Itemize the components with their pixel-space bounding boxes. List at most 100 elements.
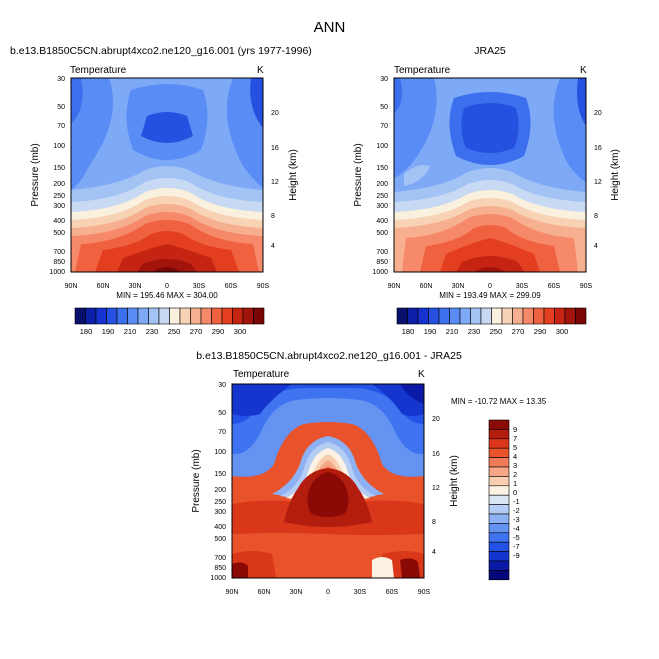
ytick-label: 50 bbox=[380, 104, 388, 111]
contour-band bbox=[117, 244, 217, 272]
ytick-label: 30 bbox=[57, 76, 65, 83]
y2tick-label: 8 bbox=[432, 519, 436, 526]
colorbar-swatch bbox=[407, 307, 419, 325]
panel-model: b.e13.B1850C5CN.abrupt4xco2.ne120_g16.00… bbox=[10, 45, 312, 336]
y2tick-label: 12 bbox=[432, 485, 440, 492]
contour-band bbox=[232, 562, 248, 578]
colorbar-label: 190 bbox=[424, 327, 437, 336]
colorbar-label: 270 bbox=[512, 327, 525, 336]
figure-title: ANN bbox=[314, 19, 346, 36]
y2tick-label: 4 bbox=[594, 243, 598, 250]
colorbar-swatch bbox=[488, 523, 510, 534]
colorbar-swatch bbox=[253, 307, 265, 325]
panel-obs-stats: MIN = 193.49 MAX = 299.09 bbox=[439, 291, 541, 300]
colorbar-label: 300 bbox=[234, 327, 247, 336]
panel-diff-y2label: Height (km) bbox=[449, 455, 460, 507]
colorbar-swatch bbox=[488, 541, 510, 552]
colorbar-label: 5 bbox=[513, 443, 517, 452]
ytick-label: 850 bbox=[376, 259, 388, 266]
panel-diff-stats: MIN = -10.72 MAX = 13.35 bbox=[451, 397, 547, 406]
xtick-label: 30N bbox=[290, 589, 303, 596]
ytick-label: 150 bbox=[376, 165, 388, 172]
colorbar-swatch bbox=[488, 504, 510, 515]
ytick-label: 500 bbox=[53, 230, 65, 237]
contour-band bbox=[250, 78, 263, 128]
panel-model-subtitle: b.e13.B1850C5CN.abrupt4xco2.ne120_g16.00… bbox=[10, 45, 312, 57]
y2tick-label: 12 bbox=[594, 179, 602, 186]
colorbar-label: 270 bbox=[190, 327, 203, 336]
colorbar-labels: 9 7 5 4 3 2 1 0 -1 -2 -3 -4 -5 -7 -9 bbox=[513, 425, 520, 560]
colorbar-swatch bbox=[127, 307, 139, 325]
xtick-label: 90N bbox=[226, 589, 239, 596]
y2tick-label: 20 bbox=[594, 110, 602, 117]
panel-obs-ylabel: Pressure (mb) bbox=[353, 143, 364, 206]
colorbar-swatch bbox=[488, 429, 510, 440]
colorbar-boxes bbox=[396, 307, 587, 325]
panel-model-yticks: 30 50 70 100 150 200 250 300 400 500 700… bbox=[49, 76, 65, 276]
contour-band bbox=[232, 384, 424, 455]
panel-obs-colorbar: 180 190 210 230 250 270 290 300 bbox=[396, 307, 587, 336]
xtick-label: 60S bbox=[386, 589, 399, 596]
colorbar-swatch bbox=[575, 307, 587, 325]
ytick-label: 250 bbox=[376, 193, 388, 200]
colorbar-label: 210 bbox=[446, 327, 459, 336]
contour-band bbox=[394, 78, 402, 114]
colorbar-label: -2 bbox=[513, 506, 520, 515]
contour-band bbox=[153, 267, 181, 272]
colorbar-swatch bbox=[428, 307, 440, 325]
colorbar-label: 230 bbox=[146, 327, 159, 336]
colorbar-label: -5 bbox=[513, 533, 520, 542]
xtick-label: 90S bbox=[418, 589, 431, 596]
panel-model-plot-area: 30 50 70 100 150 200 250 300 400 500 700… bbox=[49, 76, 278, 290]
ytick-label: 400 bbox=[376, 218, 388, 225]
ytick-label: 1000 bbox=[210, 575, 226, 582]
colorbar-label: 250 bbox=[168, 327, 181, 336]
colorbar-swatch bbox=[221, 307, 233, 325]
ytick-label: 500 bbox=[214, 536, 226, 543]
ytick-label: 50 bbox=[57, 104, 65, 111]
panel-obs-y2ticks: 20 16 12 8 4 bbox=[594, 110, 602, 250]
contour-band bbox=[71, 78, 114, 190]
ytick-label: 500 bbox=[376, 230, 388, 237]
colorbar-labels: 180 190 210 230 250 270 290 300 bbox=[80, 327, 247, 336]
panel-model-xticks: 90N 60N 30N 0 30S 60S 90S bbox=[65, 283, 270, 290]
panel-obs-left-label: Temperature bbox=[394, 65, 451, 76]
panel-diff-frame bbox=[231, 383, 425, 579]
colorbar-swatch bbox=[179, 307, 191, 325]
colorbar-swatch bbox=[148, 307, 160, 325]
ytick-label: 1000 bbox=[49, 269, 65, 276]
contour-band bbox=[474, 267, 506, 272]
colorbar-label: -4 bbox=[513, 524, 520, 533]
panel-obs-xticks: 90N 60N 30N 0 30S 60S 90S bbox=[388, 283, 593, 290]
colorbar-label: 300 bbox=[556, 327, 569, 336]
colorbar-swatch bbox=[396, 307, 408, 325]
xtick-label: 60N bbox=[258, 589, 271, 596]
ytick-label: 850 bbox=[214, 565, 226, 572]
ytick-label: 250 bbox=[53, 193, 65, 200]
colorbar-label: 9 bbox=[513, 425, 517, 434]
xtick-label: 90S bbox=[580, 283, 593, 290]
colorbar-swatch bbox=[488, 419, 510, 430]
ytick-label: 700 bbox=[214, 555, 226, 562]
colorbar-swatch bbox=[232, 307, 244, 325]
colorbar-swatch bbox=[501, 307, 513, 325]
panel-diff-xticks: 90N 60N 30N 0 30S 60S 90S bbox=[226, 589, 431, 596]
y2tick-label: 20 bbox=[432, 416, 440, 423]
xtick-label: 30N bbox=[452, 283, 465, 290]
ytick-label: 150 bbox=[214, 471, 226, 478]
ytick-label: 100 bbox=[376, 143, 388, 150]
xtick-label: 60S bbox=[225, 283, 238, 290]
colorbar-swatch bbox=[488, 570, 510, 581]
colorbar-label: -3 bbox=[513, 515, 520, 524]
contour-band bbox=[400, 558, 420, 578]
colorbar-label: 210 bbox=[124, 327, 137, 336]
xtick-label: 60N bbox=[420, 283, 433, 290]
colorbar-label: 4 bbox=[513, 452, 517, 461]
y2tick-label: 16 bbox=[594, 145, 602, 152]
contour-band bbox=[232, 384, 292, 416]
panel-obs-units: K bbox=[580, 65, 587, 76]
ytick-label: 1000 bbox=[372, 269, 388, 276]
contour-band bbox=[577, 78, 586, 126]
ytick-label: 300 bbox=[214, 509, 226, 516]
panel-diff-yticks: 30 50 70 100 150 200 250 300 400 500 700… bbox=[210, 382, 226, 582]
